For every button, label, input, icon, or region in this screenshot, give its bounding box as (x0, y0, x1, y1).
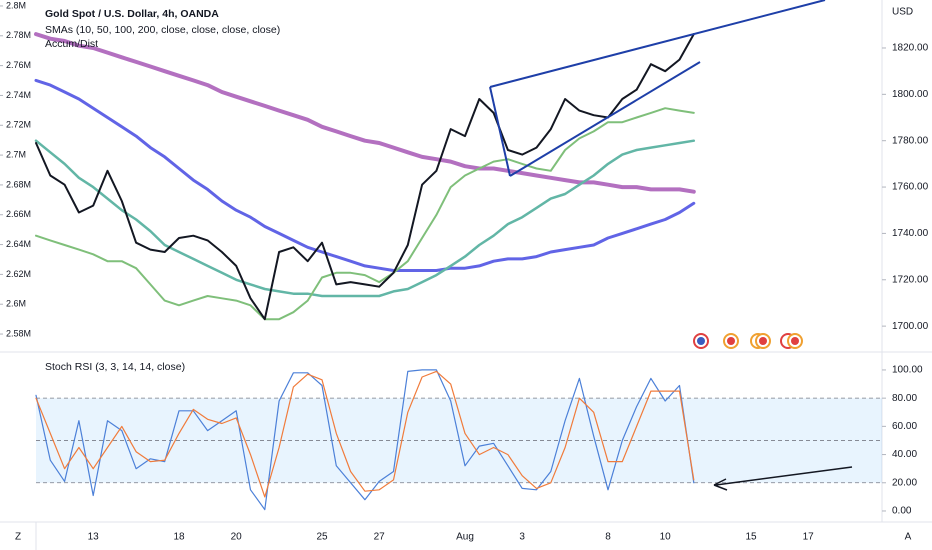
y-tick-label: 80.00 (892, 393, 917, 404)
x-tick-label: 10 (660, 532, 672, 543)
y-tick-label: 1760.00 (892, 182, 929, 193)
y2-tick-label: 2.58M (6, 328, 31, 338)
y2-tick-label: 2.68M (6, 179, 31, 189)
y-tick-label: 1800.00 (892, 89, 929, 100)
series-line (35, 370, 695, 498)
y2-tick-label: 2.72M (6, 120, 31, 130)
y-tick-label: 1740.00 (892, 228, 929, 239)
series-line (34, 139, 696, 298)
sma-legend[interactable]: SMAs (10, 50, 100, 200, close, close, cl… (45, 24, 280, 36)
y-tick-label: 1820.00 (892, 43, 929, 54)
currency-label: USD (892, 7, 913, 18)
event-icon-core (727, 337, 735, 345)
event-icon-core (791, 337, 799, 345)
y-tick-label: 40.00 (892, 449, 917, 460)
y2-tick-label: 2.78M (6, 30, 31, 40)
x-tick-label: 13 (88, 532, 100, 543)
y2-tick-label: 2.6M (6, 299, 26, 309)
accum-dist-legend[interactable]: Accum/Dist (45, 38, 98, 50)
x-tick-label: 20 (231, 532, 243, 543)
series-line (34, 78, 696, 272)
x-tick-label: 17 (803, 532, 815, 543)
series-line (35, 107, 695, 321)
x-tick-label: 25 (316, 532, 328, 543)
event-icon-core (697, 337, 705, 345)
x-tick-label: 27 (374, 532, 386, 543)
y2-tick-label: 2.74M (6, 90, 31, 100)
wedge-line (489, 86, 511, 177)
y2-tick-label: 2.76M (6, 60, 31, 70)
arrow-line (715, 466, 853, 486)
symbol-title: Gold Spot / U.S. Dollar, 4h, OANDA (45, 8, 219, 20)
y2-tick-label: 2.64M (6, 239, 31, 249)
y2-tick-label: 2.62M (6, 269, 31, 279)
y2-tick-label: 2.8M (6, 0, 26, 10)
y-tick-label: 1720.00 (892, 274, 929, 285)
y2-tick-label: 2.7M (6, 149, 26, 159)
y-tick-label: 20.00 (892, 477, 917, 488)
wedge-line (489, 0, 826, 88)
y-tick-label: 1700.00 (892, 321, 929, 332)
x-tick-label: Aug (456, 532, 474, 543)
series-line (35, 369, 695, 511)
x-tick-label: 8 (605, 532, 611, 543)
y-tick-label: 100.00 (892, 365, 923, 376)
wedge-drawing (489, 0, 826, 177)
y2-tick-label: 2.66M (6, 209, 31, 219)
y-tick-label: 0.00 (892, 506, 912, 517)
stoch-legend[interactable]: Stoch RSI (3, 3, 14, 14, close) (45, 361, 185, 373)
axis-button[interactable]: A (905, 532, 912, 543)
event-icons (693, 333, 803, 349)
event-icon-core (759, 337, 767, 345)
y-tick-label: 1780.00 (892, 135, 929, 146)
axis-button[interactable]: Z (15, 532, 21, 543)
x-tick-label: 3 (519, 532, 525, 543)
y-tick-label: 60.00 (892, 421, 917, 432)
arrow-head (713, 478, 728, 491)
series-line (35, 33, 695, 321)
x-tick-label: 18 (173, 532, 185, 543)
arrow-annotation (713, 466, 853, 491)
wedge-line (509, 61, 701, 177)
x-tick-label: 15 (745, 532, 757, 543)
